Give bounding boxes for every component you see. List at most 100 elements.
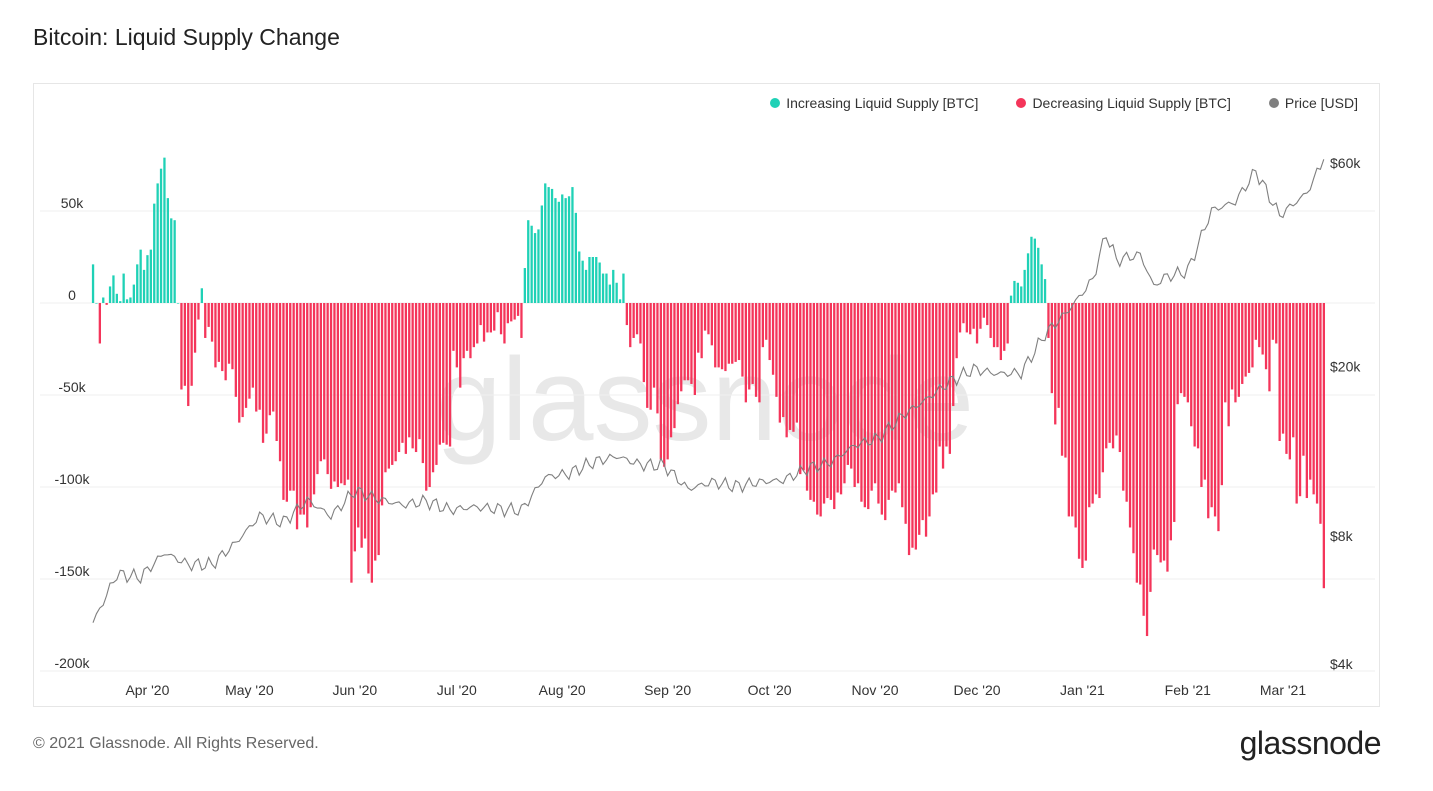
bar-decreasing bbox=[1295, 303, 1298, 504]
bar-decreasing bbox=[367, 303, 370, 574]
bar-decreasing bbox=[690, 303, 693, 384]
bar-decreasing bbox=[241, 303, 244, 418]
bar-decreasing bbox=[180, 303, 183, 390]
bar-decreasing bbox=[431, 303, 435, 473]
bar-decreasing bbox=[374, 303, 377, 561]
bar-decreasing bbox=[1118, 303, 1121, 453]
bar-decreasing bbox=[387, 303, 390, 469]
bar-increasing bbox=[142, 269, 146, 303]
bar-decreasing bbox=[870, 303, 873, 491]
bar-decreasing bbox=[221, 303, 224, 372]
bar-decreasing bbox=[258, 303, 261, 410]
bar-decreasing bbox=[1254, 303, 1257, 340]
bar-decreasing bbox=[520, 303, 523, 338]
bar-decreasing bbox=[1190, 303, 1193, 427]
bar-decreasing bbox=[972, 303, 975, 329]
bar-decreasing bbox=[992, 303, 996, 348]
bar-decreasing bbox=[782, 303, 785, 418]
x-tick-label: Dec '20 bbox=[953, 682, 1000, 698]
bar-decreasing bbox=[309, 303, 312, 508]
bar-decreasing bbox=[1135, 303, 1138, 583]
bar-decreasing bbox=[391, 303, 394, 465]
bar-decreasing bbox=[455, 303, 458, 368]
bar-increasing bbox=[567, 196, 571, 303]
legend-dot-icon bbox=[1016, 98, 1027, 108]
legend-item-price[interactable]: Price [USD] bbox=[1268, 95, 1358, 111]
bar-decreasing bbox=[646, 303, 649, 408]
legend-label: Decreasing Liquid Supply [BTC] bbox=[1032, 95, 1231, 111]
bar-increasing bbox=[1043, 279, 1047, 303]
bar-decreasing bbox=[377, 303, 380, 556]
legend-item-increasing[interactable]: Increasing Liquid Supply [BTC] bbox=[770, 95, 978, 111]
bar-decreasing bbox=[1213, 303, 1217, 517]
bar-decreasing bbox=[1003, 303, 1006, 351]
bar-decreasing bbox=[459, 303, 462, 388]
bar-decreasing bbox=[901, 303, 904, 508]
bar-decreasing bbox=[1281, 303, 1285, 434]
bar-decreasing bbox=[401, 303, 404, 443]
bar-decreasing bbox=[1234, 303, 1237, 403]
bar-decreasing bbox=[486, 303, 489, 333]
y-tick-label: 50k bbox=[61, 195, 85, 211]
y-right-tick-label: $60k bbox=[1330, 155, 1361, 171]
bar-decreasing bbox=[190, 303, 193, 386]
bar-decreasing bbox=[465, 303, 469, 351]
x-tick-label: Mar '21 bbox=[1260, 682, 1306, 698]
bar-increasing bbox=[119, 301, 122, 303]
bar-decreasing bbox=[510, 303, 513, 322]
bar-increasing bbox=[149, 249, 152, 303]
bar-decreasing bbox=[935, 303, 938, 493]
bar-increasing bbox=[173, 220, 176, 303]
bar-decreasing bbox=[295, 303, 299, 530]
bar-decreasing bbox=[680, 303, 683, 392]
bar-decreasing bbox=[1176, 303, 1179, 405]
bar-decreasing bbox=[404, 303, 407, 454]
x-tick-label: Sep '20 bbox=[644, 682, 691, 698]
bar-decreasing bbox=[1128, 303, 1132, 528]
bar-decreasing bbox=[792, 303, 795, 432]
bar-increasing bbox=[176, 303, 180, 304]
bar-decreasing bbox=[1278, 303, 1281, 441]
bar-decreasing bbox=[768, 303, 771, 361]
bar-decreasing bbox=[275, 303, 278, 441]
bar-decreasing bbox=[1074, 303, 1077, 528]
bar-decreasing bbox=[938, 303, 941, 447]
bar-decreasing bbox=[469, 303, 472, 359]
bar-decreasing bbox=[989, 303, 992, 338]
bar-decreasing bbox=[363, 303, 367, 539]
bar-decreasing bbox=[734, 303, 737, 362]
bar-decreasing bbox=[187, 303, 190, 407]
x-tick-label: Jun '20 bbox=[332, 682, 377, 698]
bar-decreasing bbox=[1193, 303, 1196, 447]
bar-decreasing bbox=[649, 303, 652, 410]
legend-dot-icon bbox=[1268, 98, 1279, 108]
bar-increasing bbox=[574, 212, 577, 303]
bar-decreasing bbox=[268, 303, 271, 416]
glassnode-logo[interactable]: glassnode bbox=[1239, 725, 1382, 761]
bar-increasing bbox=[115, 293, 118, 303]
bar-increasing bbox=[618, 299, 622, 303]
bar-decreasing bbox=[397, 303, 401, 453]
legend-item-decreasing[interactable]: Decreasing Liquid Supply [BTC] bbox=[1016, 95, 1231, 111]
bar-increasing bbox=[1037, 247, 1040, 303]
bar-decreasing bbox=[1217, 303, 1220, 532]
bar-decreasing bbox=[98, 303, 101, 344]
bar-increasing bbox=[564, 198, 567, 303]
bar-decreasing bbox=[652, 303, 656, 388]
bar-increasing bbox=[122, 273, 125, 303]
bar-decreasing bbox=[928, 303, 931, 517]
bar-decreasing bbox=[513, 303, 516, 320]
bar-decreasing bbox=[761, 303, 764, 348]
bar-decreasing bbox=[1094, 303, 1098, 495]
bar-decreasing bbox=[1111, 303, 1115, 449]
bar-decreasing bbox=[924, 303, 928, 537]
bar-decreasing bbox=[642, 303, 645, 383]
bar-decreasing bbox=[1251, 303, 1254, 368]
bar-decreasing bbox=[805, 303, 809, 491]
bar-decreasing bbox=[751, 303, 754, 384]
bar-decreasing bbox=[941, 303, 945, 469]
bar-decreasing bbox=[1108, 303, 1111, 443]
bar-decreasing bbox=[1173, 303, 1176, 522]
bar-decreasing bbox=[482, 303, 486, 342]
bar-increasing bbox=[612, 269, 615, 303]
